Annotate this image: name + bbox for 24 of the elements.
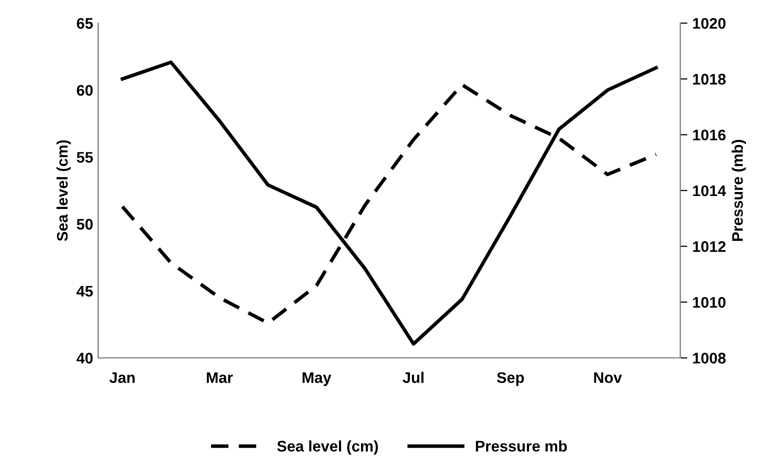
legend-label: Sea level (cm) xyxy=(277,440,378,455)
y-tick-label: 50 xyxy=(76,218,93,230)
y2-tick-label: 1014 xyxy=(693,185,726,196)
y2-tick-label: 1008 xyxy=(693,352,726,364)
y-tick-label: 60 xyxy=(76,84,93,96)
x-tick-label: Jul xyxy=(402,372,424,384)
y2-tick-label: 1018 xyxy=(693,74,726,85)
x-tick-label: May xyxy=(302,372,332,386)
x-tick-label: Mar xyxy=(206,372,233,384)
legend-label: Pressure mb xyxy=(476,440,567,452)
y-tick-label: 40 xyxy=(76,352,93,364)
y-tick-label: 55 xyxy=(76,152,93,163)
y-tick-label: 65 xyxy=(76,18,93,29)
line-series xyxy=(120,60,658,346)
y2-tick-label: 1020 xyxy=(693,18,726,29)
y2-tick-label: 1012 xyxy=(693,241,726,252)
y-tick-label: 45 xyxy=(76,286,93,297)
x-tick-label: Sep xyxy=(496,372,524,386)
y2-tick-label: 1016 xyxy=(693,130,726,140)
y2-axis-title: Pressure (mb) xyxy=(732,140,746,241)
y2-tick-label: 1010 xyxy=(693,296,726,308)
x-tick-label: Jan xyxy=(109,372,135,384)
y-axis-title: Sea level (cm) xyxy=(56,140,71,242)
x-tick-label: Nov xyxy=(594,372,622,384)
